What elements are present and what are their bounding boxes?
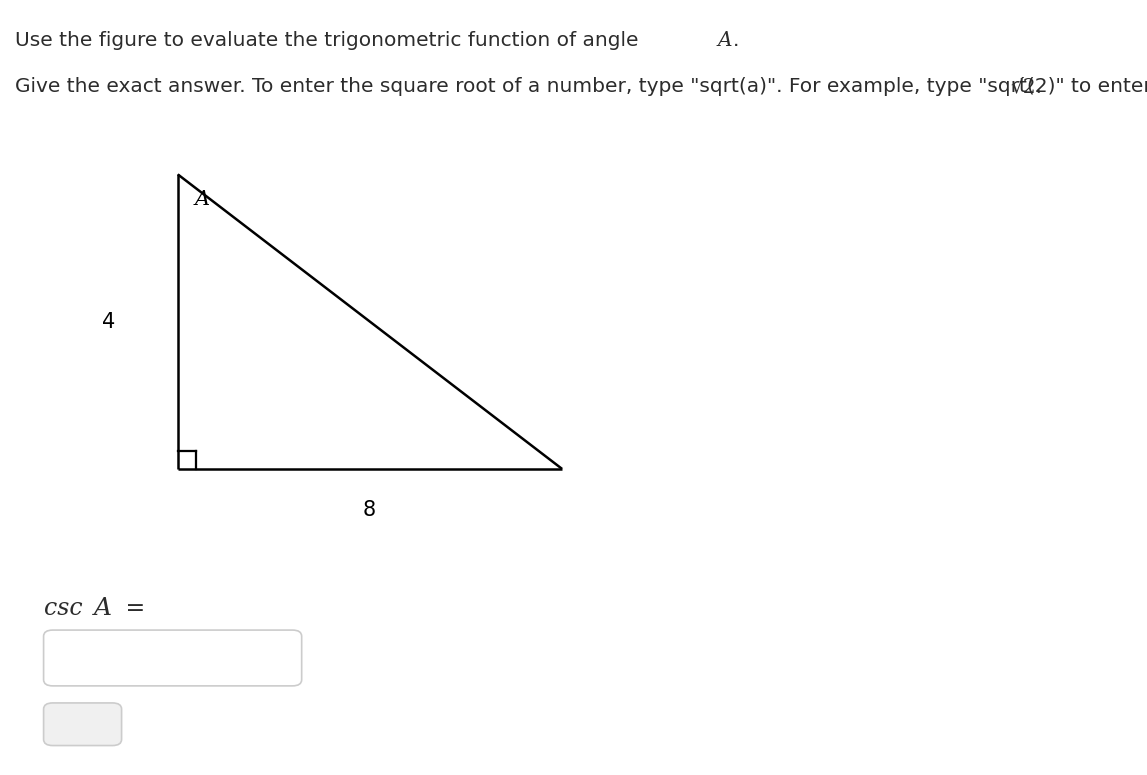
FancyBboxPatch shape [44,630,302,686]
Text: Use the figure to evaluate the trigonometric function of angle: Use the figure to evaluate the trigonome… [15,31,645,50]
Text: .: . [733,31,740,50]
Text: √2.: √2. [1011,78,1043,97]
Text: 4: 4 [102,312,116,332]
Text: A: A [195,190,210,209]
Text: =: = [118,597,146,620]
FancyBboxPatch shape [44,703,122,746]
Text: A: A [94,597,112,620]
Text: Give the exact answer. To enter the square root of a number, type "sqrt(a)". For: Give the exact answer. To enter the squa… [15,78,1147,97]
Text: A: A [718,31,733,50]
Text: 8: 8 [362,500,376,520]
Text: csc: csc [44,597,87,620]
